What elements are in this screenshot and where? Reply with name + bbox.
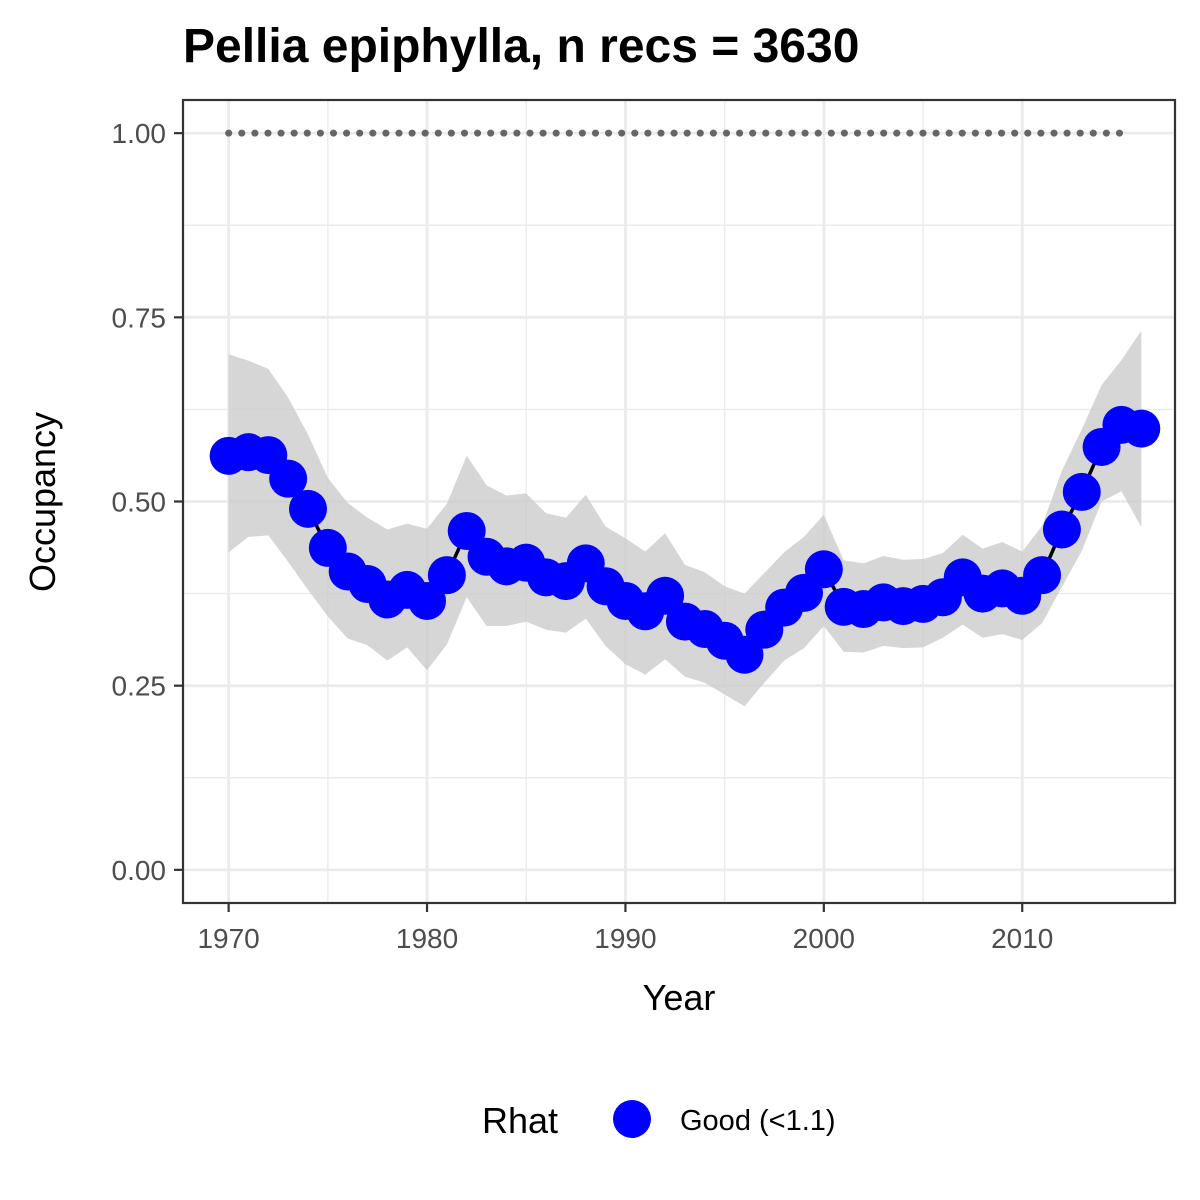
- legend-title: Rhat: [482, 1100, 558, 1141]
- data-point: [428, 556, 466, 594]
- y-tick-label: 0.00: [112, 855, 167, 886]
- legend-key-good: [613, 1100, 651, 1138]
- x-tick-label: 1980: [396, 923, 458, 954]
- y-axis-title: Occupancy: [22, 412, 63, 592]
- y-tick-label: 1.00: [112, 118, 167, 149]
- data-point: [1063, 473, 1101, 511]
- y-tick-label: 0.25: [112, 671, 167, 702]
- data-point: [1023, 556, 1061, 594]
- y-tick-label: 0.75: [112, 302, 167, 333]
- data-point: [1122, 410, 1160, 448]
- x-tick-label: 2000: [793, 923, 855, 954]
- chart-title: Pellia epiphylla, n recs = 3630: [183, 20, 859, 73]
- data-point: [289, 490, 327, 528]
- data-point: [805, 550, 843, 588]
- plot-panel: [183, 100, 1175, 903]
- data-point: [1043, 510, 1081, 548]
- y-tick-label: 0.50: [112, 487, 167, 518]
- x-tick-label: 2010: [991, 923, 1053, 954]
- x-tick-label: 1970: [197, 923, 259, 954]
- x-axis-title: Year: [643, 977, 716, 1018]
- x-tick-label: 1990: [594, 923, 656, 954]
- y-axis: 0.00 0.25 0.50 0.75 1.00: [112, 118, 184, 886]
- legend: Rhat Good (<1.1): [482, 1100, 836, 1141]
- x-axis: 1970 1980 1990 2000 2010: [197, 903, 1053, 954]
- legend-label-good: Good (<1.1): [680, 1105, 836, 1137]
